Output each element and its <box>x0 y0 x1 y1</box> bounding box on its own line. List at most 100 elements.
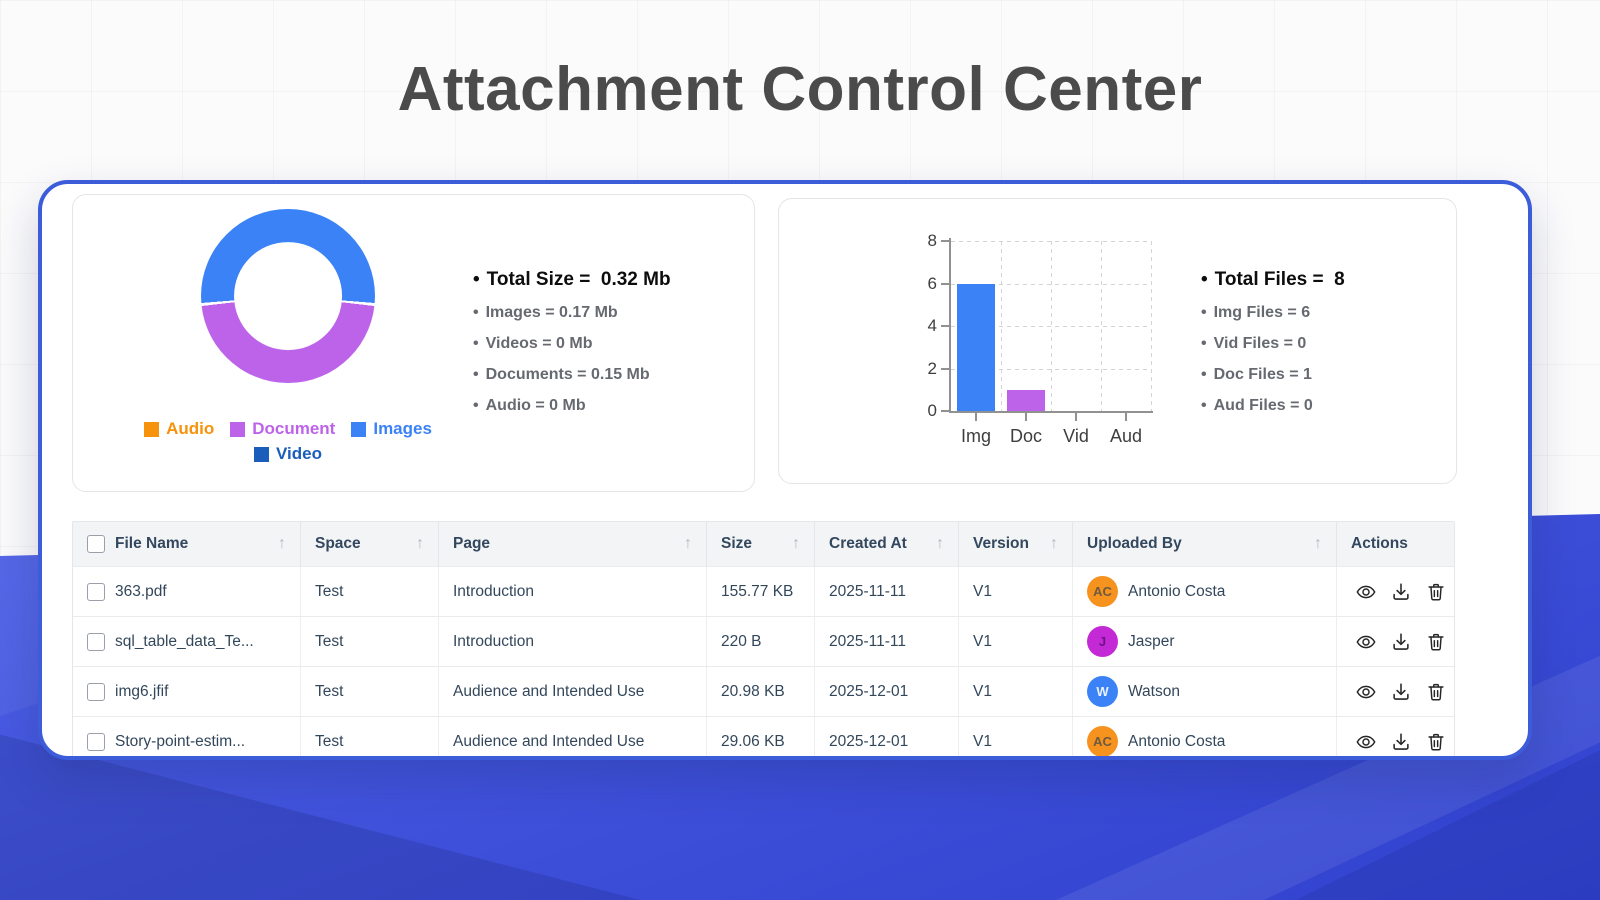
cell-created-at: 2025-12-01 <box>815 667 959 716</box>
table-row: img6.jfif Test Audience and Intended Use 20… <box>73 666 1454 716</box>
stat-value: 0 <box>1297 335 1307 352</box>
column-header-size[interactable]: Size ↑ <box>707 522 815 566</box>
select-all-checkbox[interactable] <box>87 535 105 553</box>
dashboard-card: Audio Document Images Video • Total Size = 0… <box>38 180 1532 760</box>
trash-icon[interactable] <box>1425 631 1447 653</box>
column-header-uploaded-by[interactable]: Uploaded By ↑ <box>1073 522 1337 566</box>
column-header-page[interactable]: Page ↑ <box>439 522 707 566</box>
cell-file-name: img6.jfif <box>73 667 301 716</box>
cell-space: Test <box>301 717 439 756</box>
table-body: 363.pdf Test Introduction 155.77 KB 2025-11-… <box>73 566 1454 756</box>
stat-label: Doc Files <box>1213 366 1285 383</box>
legend-swatch-icon <box>254 446 269 462</box>
legend-label: Images <box>373 419 432 438</box>
uploader-name: Antonio Costa <box>1128 732 1226 750</box>
x-tick-label-doc: Doc <box>1009 426 1042 446</box>
cell-space: Test <box>301 667 439 716</box>
row-checkbox[interactable] <box>87 682 105 701</box>
sort-arrow-icon[interactable]: ↑ <box>1314 535 1322 552</box>
avatar: W <box>1087 676 1118 707</box>
column-header-file-name[interactable]: File Name ↑ <box>73 522 301 566</box>
attachments-table: File Name ↑ Space ↑ Page ↑ Size ↑ Created At ↑ Ver… <box>72 521 1455 756</box>
bullet-icon: • <box>473 269 480 290</box>
download-icon[interactable] <box>1390 681 1412 703</box>
download-icon[interactable] <box>1390 631 1412 653</box>
cell-version: V1 <box>959 617 1073 666</box>
legend-item-video[interactable]: Video <box>254 444 322 464</box>
sort-arrow-icon[interactable]: ↑ <box>792 535 800 552</box>
bar-img <box>957 283 995 411</box>
legend-item-audio[interactable]: Audio <box>144 419 214 439</box>
cell-space: Test <box>301 567 439 616</box>
x-tick <box>1025 413 1027 421</box>
donut-legend: Audio Document Images Video <box>128 419 448 464</box>
column-label: Created At <box>829 535 907 552</box>
page-title: Attachment Control Center <box>397 55 1203 124</box>
cell-actions <box>1337 717 1452 756</box>
column-label: Version <box>973 535 1029 552</box>
eye-icon[interactable] <box>1355 631 1377 653</box>
x-axis <box>949 411 1153 413</box>
x-tick <box>975 413 977 421</box>
file-name-text: 363.pdf <box>115 582 167 600</box>
download-icon[interactable] <box>1390 581 1412 603</box>
trash-icon[interactable] <box>1425 581 1447 603</box>
gridline <box>1001 241 1002 411</box>
y-tick-label: 0 <box>927 401 937 420</box>
bullet-icon: • <box>1201 269 1208 290</box>
total-files-item-img-files: • Img Files = 6 <box>1201 304 1311 321</box>
files-summary-panel: 0 2 4 6 8 Img Doc Vid Aud • Total Files = 8 • Img F… <box>778 198 1457 484</box>
column-header-version[interactable]: Version ↑ <box>959 522 1073 566</box>
row-checkbox[interactable] <box>87 632 105 651</box>
sort-arrow-icon[interactable]: ↑ <box>416 535 424 552</box>
cell-created-at: 2025-11-11 <box>815 567 959 616</box>
legend-item-document[interactable]: Document <box>230 419 335 439</box>
row-checkbox[interactable] <box>87 732 105 751</box>
bullet-icon: • <box>473 397 479 414</box>
eye-icon[interactable] <box>1355 681 1377 703</box>
legend-swatch-icon <box>230 421 246 437</box>
cell-page: Introduction <box>439 617 707 666</box>
sort-arrow-icon[interactable]: ↑ <box>684 535 692 552</box>
legend-swatch-icon <box>144 421 160 437</box>
table-row: Story-point-estim... Test Audience and Int… <box>73 716 1454 756</box>
stat-label: Aud Files <box>1213 397 1286 414</box>
cell-version: V1 <box>959 567 1073 616</box>
size-stats-list: • Total Size = 0.32 Mb • Images = 0.17 Mb • V… <box>473 269 671 415</box>
file-name-text: img6.jfif <box>115 682 169 700</box>
legend-item-images[interactable]: Images <box>351 419 432 439</box>
x-tick-label-img: Img <box>960 426 991 446</box>
y-tick-label: 2 <box>927 358 937 378</box>
total-size-total-value: 0.32 Mb <box>600 269 671 290</box>
eye-icon[interactable] <box>1355 731 1377 753</box>
column-label: Actions <box>1351 535 1408 552</box>
trash-icon[interactable] <box>1425 681 1447 703</box>
cell-size: 29.06 KB <box>707 717 815 756</box>
size-summary-panel: Audio Document Images Video • Total Size = 0… <box>72 194 755 492</box>
bullet-icon: • <box>1201 366 1207 383</box>
column-label: Page <box>453 535 491 552</box>
x-tick <box>1125 413 1127 421</box>
download-icon[interactable] <box>1390 731 1412 753</box>
row-checkbox[interactable] <box>87 582 105 601</box>
gridline <box>1051 241 1052 411</box>
stat-label: Vid Files <box>1213 335 1280 352</box>
sort-arrow-icon[interactable]: ↑ <box>1050 535 1058 552</box>
total-files-item-aud-files: • Aud Files = 0 <box>1201 397 1313 414</box>
sort-arrow-icon[interactable]: ↑ <box>936 535 944 552</box>
stat-value: 0 <box>1303 397 1313 414</box>
cell-size: 155.77 KB <box>707 567 815 616</box>
uploader-name: Antonio Costa <box>1128 582 1226 600</box>
sort-arrow-icon[interactable]: ↑ <box>278 535 286 552</box>
column-header-created-at[interactable]: Created At ↑ <box>815 522 959 566</box>
cell-version: V1 <box>959 667 1073 716</box>
eye-icon[interactable] <box>1355 581 1377 603</box>
cell-uploaded-by: J Jasper <box>1073 617 1337 666</box>
total-size-item-documents: • Documents = 0.15 Mb <box>473 366 650 383</box>
gridline <box>1151 241 1152 411</box>
y-axis <box>949 238 951 413</box>
column-header-space[interactable]: Space ↑ <box>301 522 439 566</box>
bullet-icon: • <box>473 335 479 352</box>
total-files-total-value: 8 <box>1334 269 1345 290</box>
trash-icon[interactable] <box>1425 731 1447 753</box>
